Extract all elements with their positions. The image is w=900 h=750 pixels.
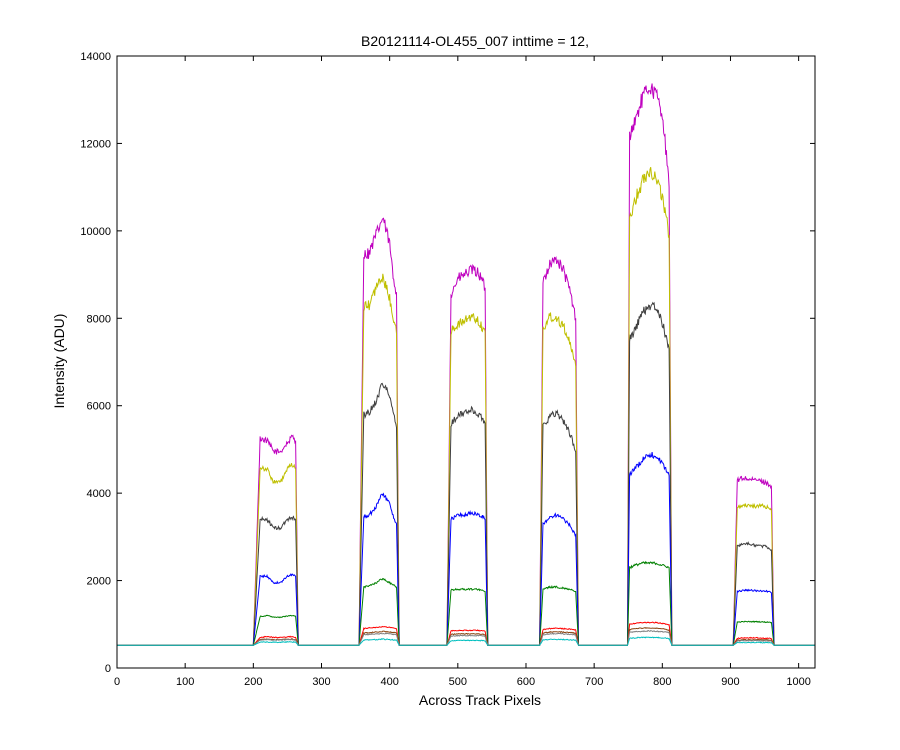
y-tick-label: 10000 (80, 226, 111, 238)
x-tick-label: 300 (312, 676, 330, 688)
x-tick-label: 400 (380, 676, 398, 688)
y-tick-label: 8000 (87, 313, 111, 325)
y-tick-label: 2000 (87, 576, 111, 588)
y-axis-title: Intensity (ADU) (51, 314, 67, 409)
x-tick-label: 500 (449, 676, 467, 688)
y-tick-label: 4000 (87, 488, 111, 500)
x-tick-label: 1000 (786, 676, 810, 688)
y-axis: 0 2000 4000 6000 8000 10000 12000 14000 (80, 51, 815, 675)
y-tick-label: 14000 (80, 51, 111, 63)
x-axis-title: Across Track Pixels (419, 692, 541, 708)
x-tick-label: 100 (176, 676, 194, 688)
x-tick-label: 700 (585, 676, 603, 688)
series-layer (117, 83, 815, 646)
series-line-9 (117, 636, 815, 646)
plot-frame (116, 55, 816, 669)
chart-title: B20121114-OL455_007 inttime = 12, (361, 33, 589, 49)
y-tick-label: 12000 (80, 138, 111, 150)
x-tick-label: 900 (721, 676, 739, 688)
y-tick-label: 0 (105, 663, 111, 675)
x-tick-label: 0 (114, 676, 120, 688)
x-tick-label: 200 (244, 676, 262, 688)
y-tick-label: 6000 (87, 401, 111, 413)
x-axis: 0 100 200 300 400 500 600 700 800 900 1000 (114, 56, 811, 688)
x-tick-label: 600 (517, 676, 535, 688)
x-tick-label: 800 (653, 676, 671, 688)
